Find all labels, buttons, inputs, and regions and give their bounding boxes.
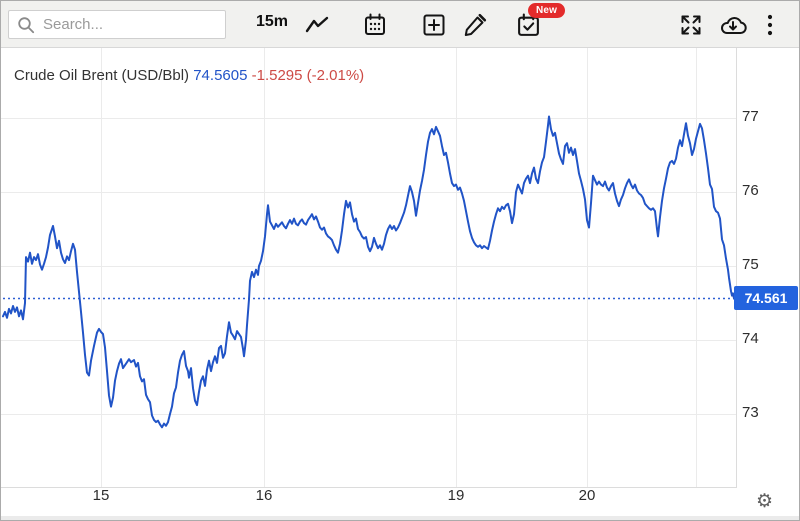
add-chart-button[interactable]	[421, 13, 447, 37]
calendar-icon	[365, 13, 385, 35]
y-axis-label: 75	[742, 256, 759, 273]
calendar-button[interactable]	[362, 13, 388, 37]
toolbar: 15m	[1, 1, 799, 48]
instrument-name: Crude Oil Brent (USD/Bbl)	[14, 67, 194, 84]
fullscreen-button[interactable]	[678, 13, 704, 37]
new-badge: New	[528, 3, 566, 18]
search-input[interactable]	[41, 15, 205, 34]
bottom-strip	[1, 516, 799, 520]
interval-selector[interactable]: 15m	[255, 13, 289, 30]
draw-icon	[464, 13, 487, 36]
settings-icon[interactable]: ⚙	[756, 491, 774, 512]
y-axis-label: 74	[742, 330, 759, 347]
x-axis-label: 16	[255, 487, 273, 504]
chart-title: Crude Oil Brent (USD/Bbl) 74.5605 -1.529…	[14, 67, 364, 84]
price-chart-plot[interactable]	[1, 48, 737, 489]
x-axis-label: 19	[447, 487, 465, 504]
x-axis-label: 15	[92, 487, 110, 504]
search-box[interactable]	[8, 10, 226, 39]
x-axis-label: 20	[578, 487, 596, 504]
price-change: -1.5295 (-2.01%)	[247, 67, 365, 84]
more-menu-icon	[767, 14, 773, 36]
y-axis-label: 76	[742, 182, 759, 199]
search-icon	[18, 16, 35, 33]
last-price: 74.5605	[193, 67, 248, 84]
draw-button[interactable]	[462, 13, 488, 37]
add-chart-icon	[423, 14, 445, 36]
y-axis-label: 73	[742, 404, 759, 421]
y-axis-label: 77	[742, 108, 759, 125]
current-price-tag: 74.561	[734, 286, 798, 311]
download-icon	[720, 17, 747, 34]
fullscreen-icon	[681, 15, 701, 35]
line-style-button[interactable]	[304, 13, 330, 37]
more-menu-button[interactable]	[761, 13, 779, 37]
download-button[interactable]	[718, 13, 747, 37]
line-style-icon	[305, 16, 329, 33]
